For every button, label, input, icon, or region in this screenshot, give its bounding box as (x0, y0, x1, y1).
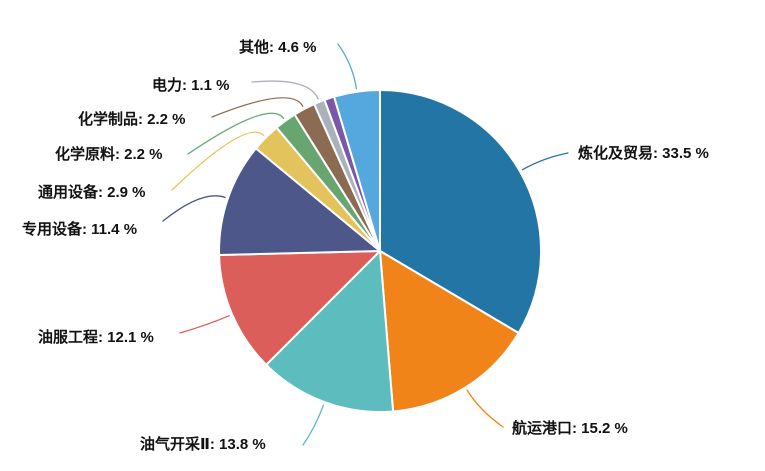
leader-line-8 (251, 80, 319, 100)
leader-line-6 (187, 112, 285, 155)
slice-label-7: 化学制品: 2.2 % (78, 111, 186, 128)
pie-slice-4 (218, 147, 381, 256)
pie-slice-2 (265, 250, 395, 413)
leader-line-4 (162, 195, 226, 222)
slice-label-10: 其他: 4.6 % (239, 39, 317, 56)
slice-label-0: 炼化及贸易: 33.5 % (578, 145, 709, 162)
pie-slice-0 (379, 89, 543, 334)
slice-label-1: 航运港口: 15.2 % (512, 420, 628, 437)
leader-line-7 (211, 97, 304, 118)
slice-label-4: 专用设备: 11.4 % (22, 221, 138, 238)
slice-label-8: 电力: 1.1 % (152, 77, 230, 94)
pie-slice-3 (218, 250, 381, 366)
leader-line-2 (302, 404, 325, 446)
leader-line-0 (521, 152, 569, 171)
leader-line-3 (179, 315, 230, 334)
leader-line-1 (466, 389, 504, 428)
leader-lines (162, 43, 569, 446)
slice-label-6: 化学原料: 2.2 % (55, 146, 163, 163)
leader-line-10 (337, 43, 358, 90)
pie-slice-10 (333, 89, 381, 252)
slice-label-5: 通用设备: 2.9 % (38, 184, 146, 201)
pie-slices (218, 89, 543, 413)
slice-label-3: 油服工程: 12.1 % (38, 329, 154, 346)
leader-line-5 (171, 131, 265, 191)
pie-slice-1 (379, 250, 520, 413)
slice-label-2: 油气开采Ⅱ: 13.8 % (140, 436, 266, 453)
